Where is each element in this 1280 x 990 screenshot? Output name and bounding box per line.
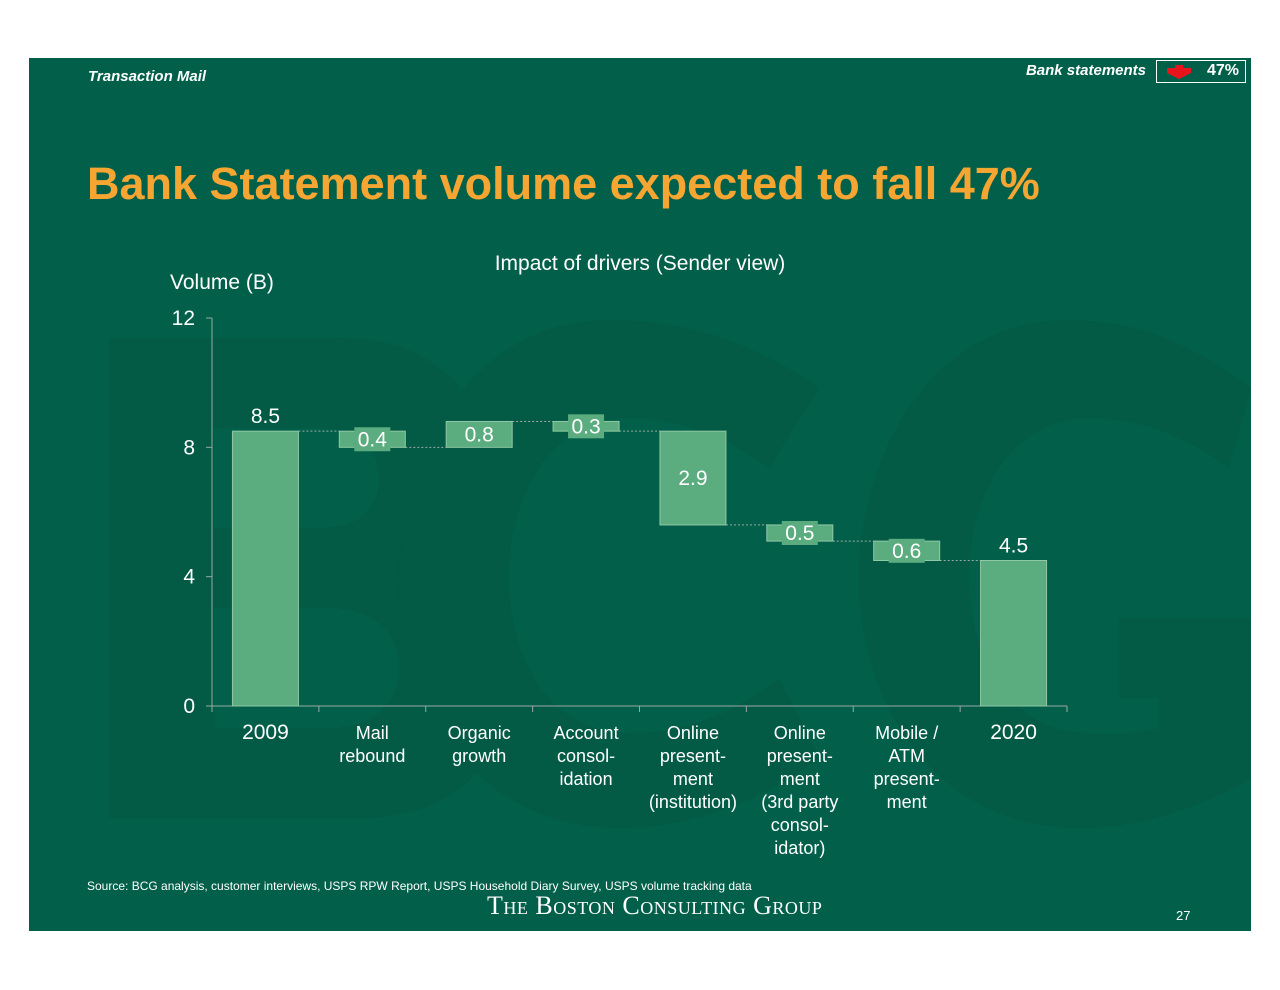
- bar: [231, 430, 299, 707]
- x-category-label: Online present-ment (3rd party consol-idato…: [761, 723, 838, 858]
- bar-value-label: 0.4: [358, 428, 388, 451]
- bar-label-bg: [888, 538, 925, 563]
- bar-value-label: 8.5: [251, 405, 280, 428]
- x-category-label: Mobile / ATM present-ment: [874, 723, 940, 812]
- category-labels: 2009 Mail rebound Organic growth Account conso…: [242, 721, 1037, 858]
- x-category-label: Online present-ment (institution): [649, 723, 737, 812]
- slide-title: Bank Statement volume expected to fall 4…: [87, 158, 1040, 209]
- x-category-label: 2009: [242, 721, 289, 744]
- bar: [659, 430, 727, 526]
- y-tick-label: 12: [172, 307, 195, 330]
- x-category-label: Mail rebound: [339, 723, 405, 766]
- chart-title: Impact of drivers (Sender view): [495, 252, 786, 275]
- topic-label: Bank statements: [1025, 62, 1146, 79]
- x-category-label: Organic growth: [448, 723, 511, 766]
- source-note: Source: BCG analysis, customer interview…: [87, 879, 752, 893]
- connectors: [298, 420, 981, 561]
- bar-value-label: 0.8: [465, 423, 494, 446]
- section-label: Transaction Mail: [88, 68, 207, 85]
- bar-value-label: 0.3: [571, 415, 600, 438]
- x-category-label: Account consol-idation: [554, 723, 619, 789]
- bar-label-bg: [461, 422, 498, 447]
- bar-label-bg: [568, 414, 605, 439]
- page-number: 27: [1176, 908, 1191, 923]
- axes: 0 4 8 12: [172, 307, 1068, 718]
- y-axis-label: Volume (B): [170, 271, 274, 294]
- bar-value-label: 0.6: [892, 540, 921, 563]
- y-tick-label: 0: [183, 695, 195, 718]
- bar-label-bg: [354, 427, 391, 452]
- red-down-arrow-icon: [1167, 65, 1191, 79]
- bar-value-label: 0.5: [785, 522, 814, 545]
- slide: Transaction Mail Bank statements 47% Ban…: [29, 58, 1251, 931]
- x-category-label: 2020: [990, 721, 1037, 744]
- bars: [231, 420, 1048, 707]
- topic-indicator: 47%: [1156, 60, 1246, 83]
- y-tick-label: 4: [183, 566, 195, 589]
- bar-label-bg: [781, 521, 818, 546]
- waterfall-chart: Impact of drivers (Sender view) Volume (…: [170, 252, 1068, 858]
- bar: [980, 560, 1048, 707]
- y-tick-label: 8: [183, 436, 195, 459]
- bar-labels: 8.5 0.4 0.8 0.3 2.9 0.5 0.6 4.5: [251, 405, 1028, 563]
- bar-value-label: 4.5: [999, 535, 1028, 558]
- bcg-logo: The Boston Consulting Group: [487, 891, 823, 920]
- bar-value-label: 2.9: [678, 467, 707, 490]
- topic-value: 47%: [1206, 62, 1239, 79]
